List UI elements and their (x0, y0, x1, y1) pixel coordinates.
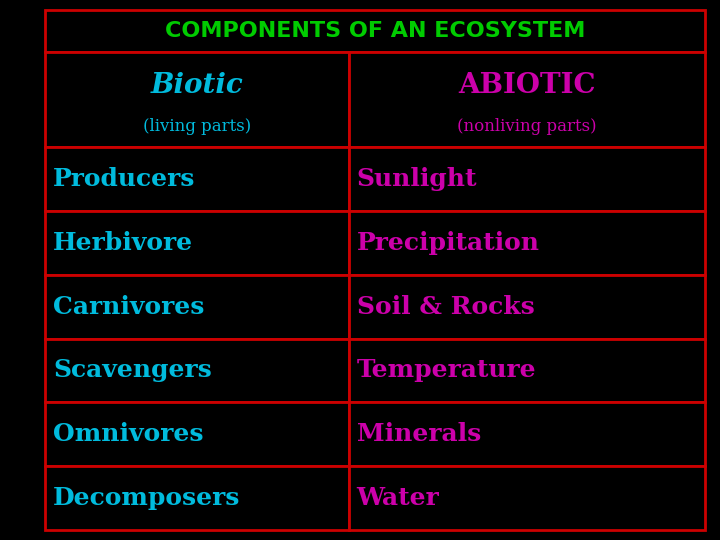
Text: ABIOTIC: ABIOTIC (458, 72, 595, 99)
Bar (348, 52, 705, 147)
Text: Temperature: Temperature (356, 359, 536, 382)
Bar (45, 147, 348, 211)
Text: Carnivores: Carnivores (53, 295, 204, 319)
Bar (348, 339, 705, 402)
Bar (45, 10, 705, 52)
Text: Herbivore: Herbivore (53, 231, 193, 255)
Bar (45, 275, 348, 339)
Bar (348, 275, 705, 339)
Bar (348, 466, 705, 530)
Text: (nonliving parts): (nonliving parts) (457, 118, 597, 134)
Text: Biotic: Biotic (150, 72, 243, 99)
Text: Sunlight: Sunlight (356, 167, 477, 191)
Text: COMPONENTS OF AN ECOSYSTEM: COMPONENTS OF AN ECOSYSTEM (165, 21, 585, 41)
Bar (45, 52, 348, 147)
Bar (45, 466, 348, 530)
Text: Scavengers: Scavengers (53, 359, 212, 382)
Bar (348, 147, 705, 211)
Text: Precipitation: Precipitation (356, 231, 539, 255)
Bar (45, 402, 348, 466)
Text: Water: Water (356, 486, 439, 510)
Text: Minerals: Minerals (356, 422, 481, 446)
Bar (348, 211, 705, 275)
Text: Soil & Rocks: Soil & Rocks (356, 295, 534, 319)
Text: Producers: Producers (53, 167, 195, 191)
Text: (living parts): (living parts) (143, 118, 251, 134)
Text: Decomposers: Decomposers (53, 486, 240, 510)
Bar (45, 211, 348, 275)
Bar (45, 339, 348, 402)
Bar (348, 402, 705, 466)
Text: Omnivores: Omnivores (53, 422, 204, 446)
